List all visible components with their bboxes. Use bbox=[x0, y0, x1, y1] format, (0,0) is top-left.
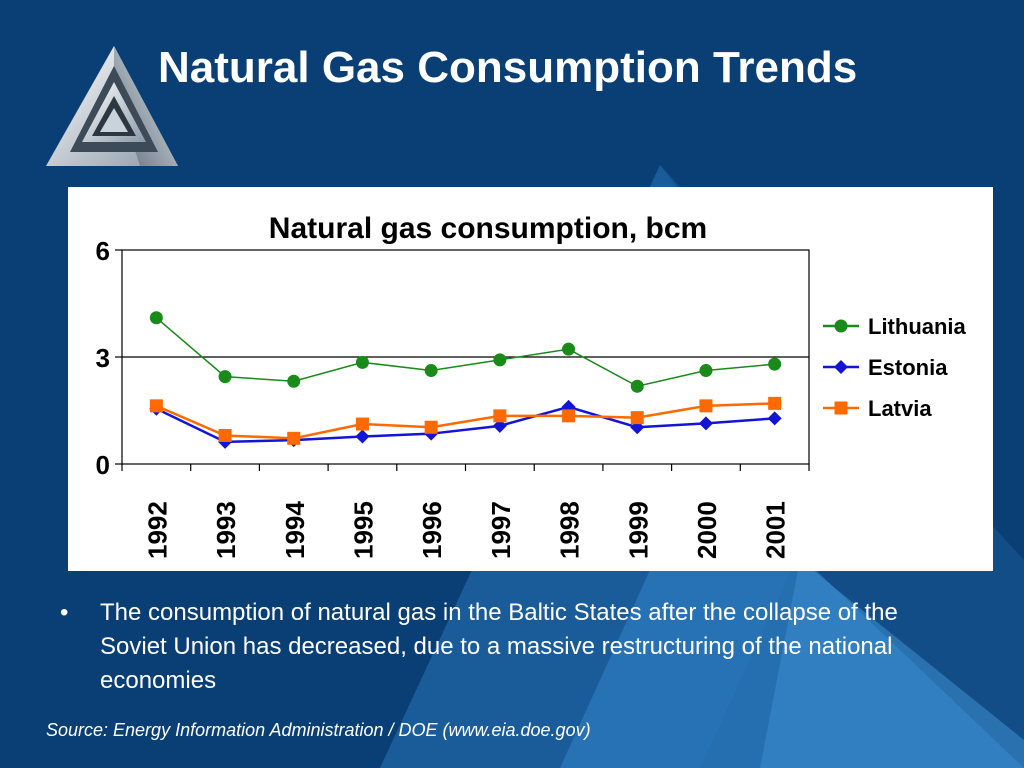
data-point-estonia bbox=[767, 411, 782, 426]
data-point-latvia bbox=[424, 420, 438, 434]
data-point-latvia bbox=[355, 417, 369, 431]
data-point-estonia bbox=[698, 416, 713, 431]
bullet-point: • The consumption of natural gas in the … bbox=[60, 596, 940, 698]
source-note: Source: Energy Information Administratio… bbox=[46, 720, 591, 740]
chart-legend: Lithuania Estonia Latvia bbox=[823, 314, 967, 421]
chart-panel: Natural gas consumption, bcm 0 3 6 1992 1993… bbox=[68, 187, 993, 571]
legend-item-lithuania: Lithuania bbox=[823, 314, 967, 339]
series-line-lithuania bbox=[155, 317, 775, 388]
data-point-latvia bbox=[630, 411, 644, 425]
x-tick-label: 1998 bbox=[555, 501, 585, 559]
data-point-lithuania bbox=[355, 355, 369, 369]
data-point-latvia bbox=[218, 428, 232, 442]
x-tick-label: 1994 bbox=[280, 501, 310, 559]
x-tick-label: 1996 bbox=[417, 501, 447, 559]
legend-label-latvia: Latvia bbox=[868, 396, 932, 421]
chart-title: Natural gas consumption, bcm bbox=[269, 212, 707, 245]
y-tick-label: 6 bbox=[96, 236, 110, 266]
data-point-latvia bbox=[768, 396, 782, 410]
legend-label-lithuania: Lithuania bbox=[868, 314, 967, 339]
data-point-latvia bbox=[149, 399, 163, 413]
data-point-lithuania bbox=[424, 364, 438, 378]
legend-item-latvia: Latvia bbox=[823, 396, 932, 421]
chart-axes: 0 3 6 1992 1993 1994 1995 1996 1997 1998 1999 2000 2… bbox=[96, 236, 810, 559]
chart-series bbox=[149, 311, 782, 449]
data-point-latvia bbox=[287, 431, 301, 445]
data-point-lithuania bbox=[287, 374, 301, 388]
series-line-latvia bbox=[155, 402, 775, 440]
legend-marker-estonia bbox=[834, 360, 848, 374]
legend-item-estonia: Estonia bbox=[823, 355, 948, 380]
data-point-estonia bbox=[561, 399, 576, 414]
data-point-latvia bbox=[562, 409, 576, 423]
bullet-text: The consumption of natural gas in the Ba… bbox=[100, 599, 898, 694]
data-point-latvia bbox=[493, 409, 507, 423]
triangle-logo-icon bbox=[46, 46, 178, 166]
legend-marker-latvia bbox=[834, 401, 848, 415]
series-latvia bbox=[149, 396, 782, 445]
y-tick-label: 0 bbox=[96, 450, 110, 480]
data-point-lithuania bbox=[562, 342, 576, 356]
legend-marker-lithuania bbox=[834, 319, 848, 333]
data-point-lithuania bbox=[493, 353, 507, 367]
line-chart: Natural gas consumption, bcm 0 3 6 1992 1993… bbox=[96, 212, 967, 559]
data-point-lithuania bbox=[218, 370, 232, 384]
x-tick-label: 1992 bbox=[142, 501, 172, 559]
data-point-lithuania bbox=[768, 357, 782, 371]
data-point-latvia bbox=[699, 399, 713, 413]
series-estonia bbox=[149, 399, 782, 449]
x-tick-label: 2000 bbox=[692, 501, 722, 559]
series-line-estonia bbox=[155, 405, 775, 444]
data-point-lithuania bbox=[149, 311, 163, 325]
legend-label-estonia: Estonia bbox=[868, 355, 948, 380]
series-lithuania bbox=[149, 311, 782, 393]
x-tick-label: 1997 bbox=[486, 501, 516, 559]
slide-title: Natural Gas Consumption Trends bbox=[158, 43, 858, 92]
x-tick-label: 1999 bbox=[623, 501, 653, 559]
x-tick-label: 2001 bbox=[761, 501, 791, 559]
data-point-lithuania bbox=[699, 364, 713, 378]
bullet-dot: • bbox=[60, 599, 69, 626]
x-tick-label: 1993 bbox=[211, 501, 241, 559]
data-point-lithuania bbox=[630, 379, 644, 393]
x-tick-label: 1995 bbox=[348, 501, 378, 559]
data-point-estonia bbox=[355, 429, 370, 444]
y-tick-label: 3 bbox=[96, 343, 110, 373]
